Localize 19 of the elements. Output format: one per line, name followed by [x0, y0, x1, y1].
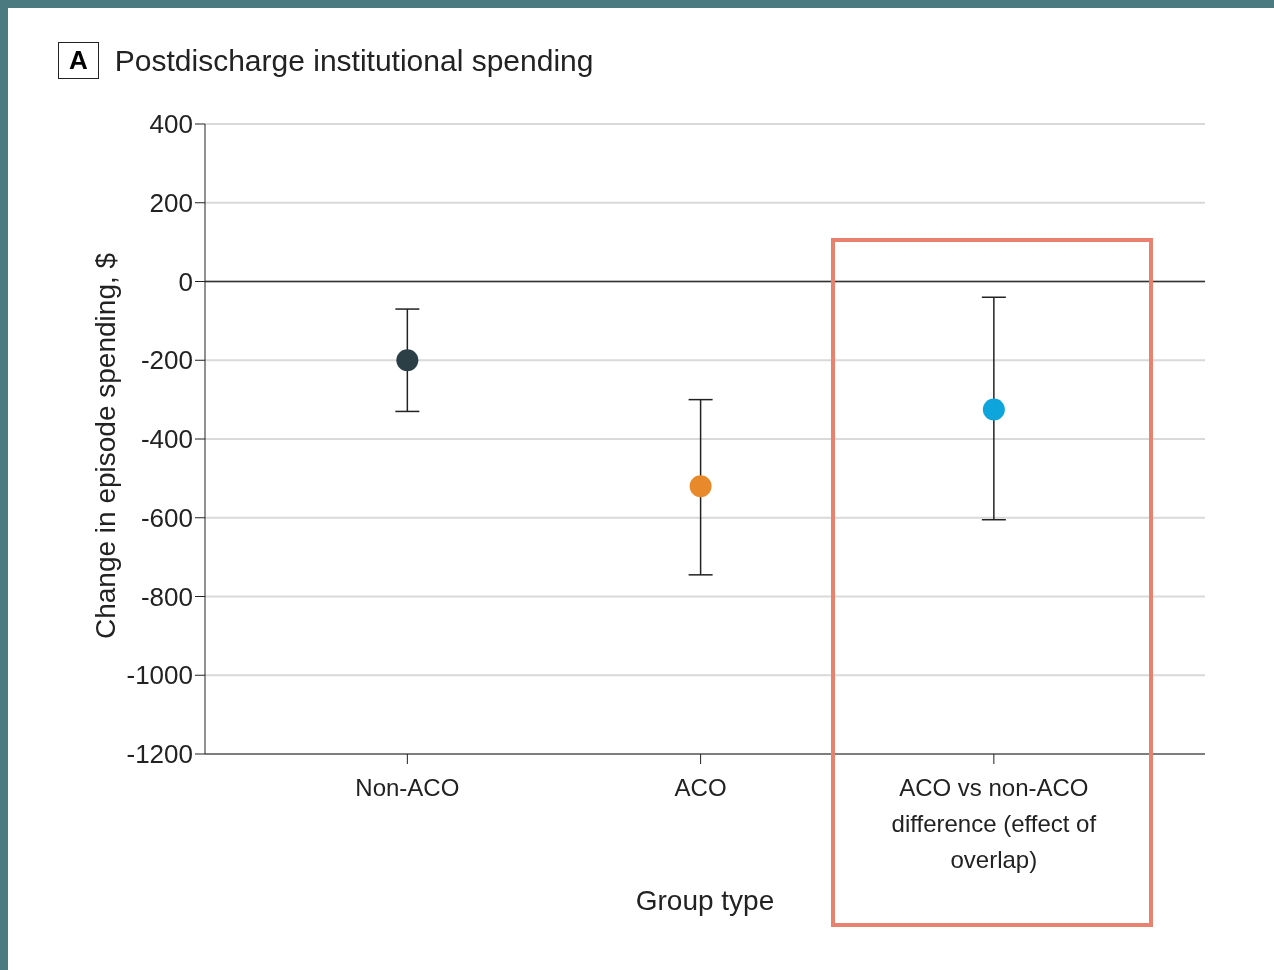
point [982, 398, 1005, 421]
x-tick-label: ACO [673, 773, 728, 803]
text: A [58, 42, 99, 79]
x-axis-title: Group type [635, 885, 775, 916]
y-tick-label: -1000 [126, 660, 193, 691]
point [396, 349, 419, 372]
chart-title: Postdischarge institutional spending [114, 43, 594, 78]
y-axis-title: Change in episode spending, $ [89, 252, 121, 639]
y-tick-label: -400 [140, 424, 193, 455]
point [689, 475, 712, 498]
y-tick-label: 0 [178, 266, 193, 297]
y-tick-label: -600 [140, 502, 193, 533]
y-tick-label: -200 [140, 345, 193, 376]
y-tick-label: -1200 [126, 739, 193, 770]
y-tick-label: 200 [149, 187, 193, 218]
x-tick-label: ACO vs non-ACO difference (effect of overlap) [890, 773, 1098, 875]
y-tick-label: 400 [149, 109, 193, 140]
x-tick-label: Non-ACO [354, 773, 461, 803]
y-tick-label: -800 [140, 581, 193, 612]
